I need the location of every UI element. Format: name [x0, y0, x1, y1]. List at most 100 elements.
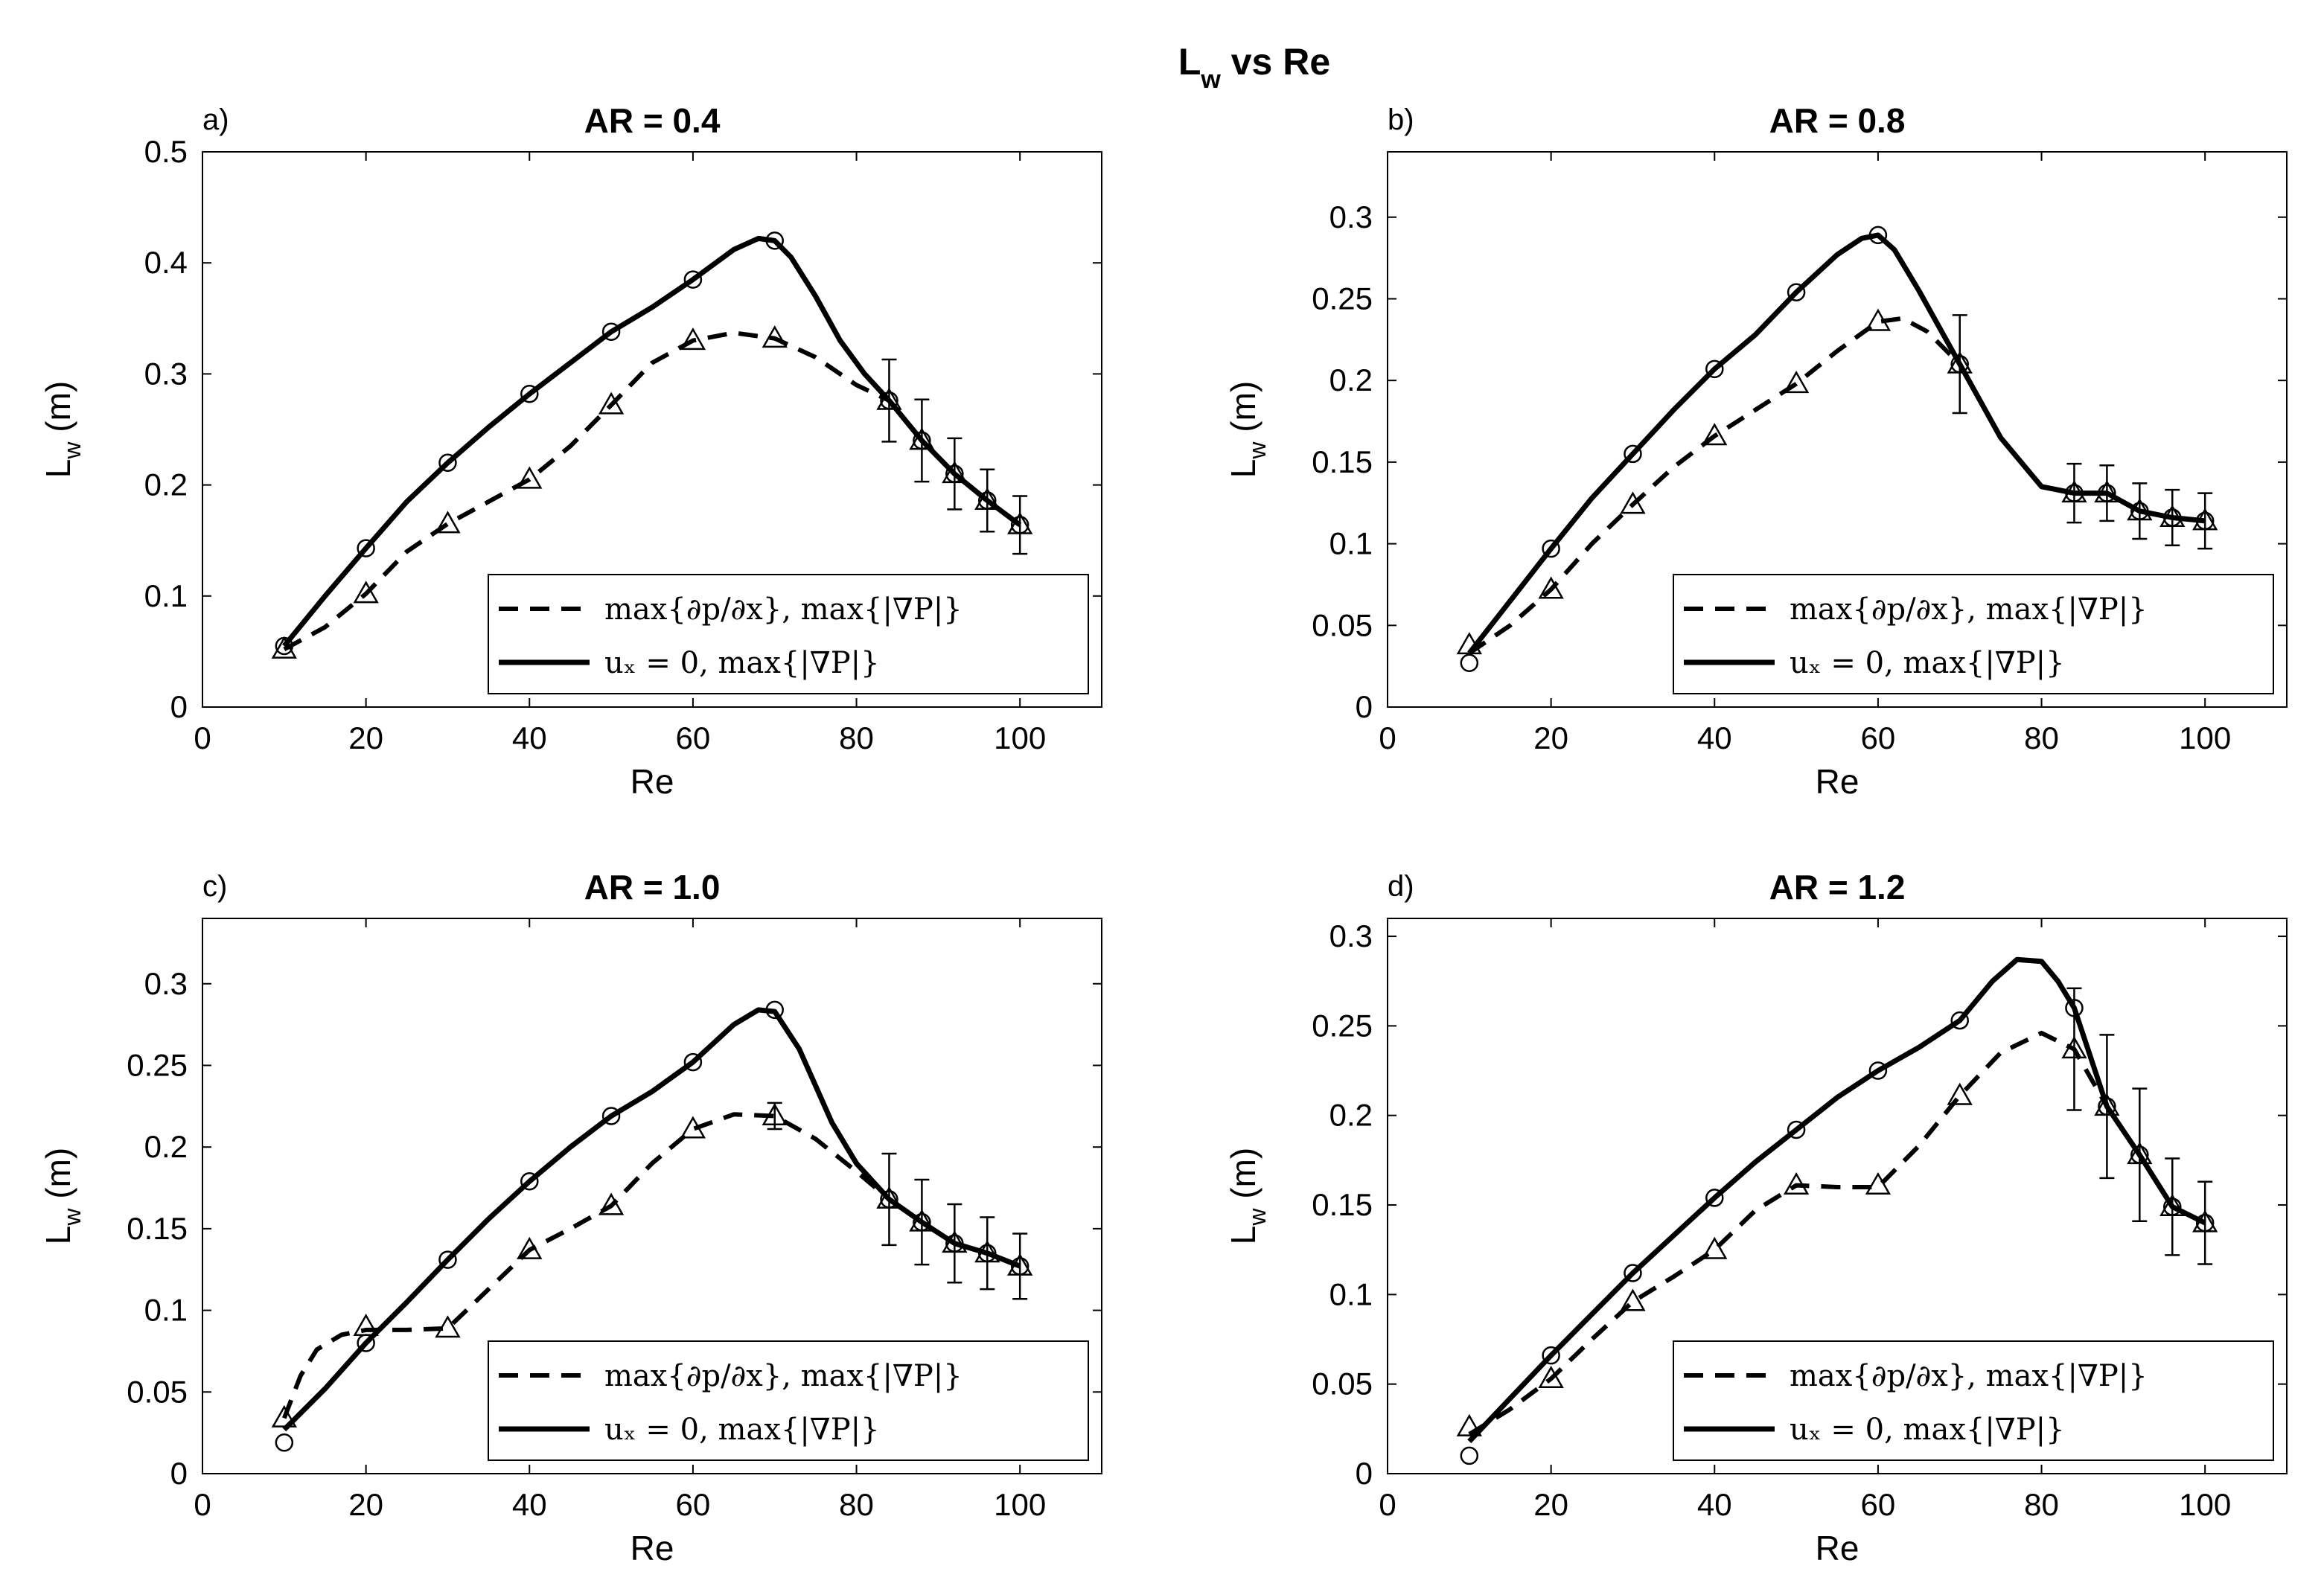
y-tick-label: 0.15 — [127, 1211, 188, 1246]
y-tick-label: 0.3 — [144, 966, 188, 1001]
legend-solid-label: uₓ = 0, max{|∇P|} — [1790, 1413, 2065, 1447]
x-tick-label: 20 — [1533, 1487, 1568, 1522]
y-tick-label: 0.1 — [144, 578, 188, 613]
plot-area — [1387, 151, 2288, 708]
legend-dashed-label: max{∂p/∂x}, max{|∇P|} — [604, 592, 963, 627]
circle-marker — [913, 431, 931, 450]
panel-letter: d) — [1388, 870, 1414, 903]
solid-series-line — [282, 1007, 1021, 1432]
circle-marker — [520, 385, 539, 403]
x-tick-label: 0 — [1379, 1487, 1396, 1522]
triangle-marker — [2061, 1036, 2087, 1059]
x-tick-label: 80 — [839, 1487, 874, 1522]
y-tick-label: 0 — [170, 689, 188, 724]
y-tick-label: 0.2 — [144, 467, 188, 502]
y-tick-label: 0.25 — [1312, 281, 1373, 316]
circle-marker — [1460, 1446, 1479, 1465]
y-axis-label: Lw (m) — [39, 381, 86, 478]
circle-marker — [2130, 1145, 2149, 1164]
plot-area — [202, 918, 1102, 1474]
circle-marker — [438, 1250, 457, 1269]
y-tick-label: 0 — [170, 1456, 188, 1491]
circle-marker — [275, 1433, 294, 1452]
dashed-series-line — [282, 1112, 1021, 1419]
circle-marker — [683, 270, 703, 289]
figure-title-main: L — [1178, 41, 1201, 83]
panel-title: AR = 0.4 — [584, 101, 721, 140]
panel-letter: b) — [1388, 103, 1414, 136]
x-tick-label: 100 — [994, 1487, 1046, 1522]
y-tick-label: 0.4 — [144, 245, 188, 280]
legend-solid-label: uₓ = 0, max{|∇P|} — [604, 646, 880, 680]
panel-1: 0 20 40 60 80 100 0 0.1 0.2 0.3 0.4 0.5 Re Lw (m) AR =… — [39, 101, 1102, 801]
x-tick-label: 0 — [1379, 720, 1396, 755]
plot-area — [1387, 918, 2288, 1474]
x-tick-label: 80 — [2024, 1487, 2059, 1522]
circle-marker — [2130, 502, 2149, 520]
y-tick-label: 0.05 — [127, 1374, 188, 1409]
circle-marker — [357, 539, 375, 557]
legend-dashed-label: max{∂p/∂x}, max{|∇P|} — [1790, 1359, 2148, 1393]
circle-marker — [275, 636, 294, 656]
circle-marker — [2098, 484, 2116, 502]
triangle-marker — [353, 581, 379, 604]
triangle-marker — [435, 1315, 461, 1338]
legend-solid-label: uₓ = 0, max{|∇P|} — [604, 1413, 880, 1447]
circle-marker — [601, 1107, 621, 1125]
panel-letter: a) — [202, 103, 229, 136]
y-axis-label-unit: (m) — [39, 1148, 77, 1209]
triangle-marker — [435, 511, 461, 534]
circle-marker — [1787, 283, 1806, 301]
x-tick-label: 60 — [1861, 720, 1896, 755]
figure-title: Lw vs Re — [1178, 41, 1330, 94]
y-axis-label-unit: (m) — [1224, 1148, 1262, 1209]
y-tick-label: 0.1 — [1329, 1276, 1373, 1311]
circle-marker — [945, 1234, 964, 1253]
x-tick-label: 20 — [1533, 720, 1568, 755]
circle-marker — [438, 453, 457, 473]
circle-marker — [1460, 653, 1479, 673]
y-tick-label: 0.5 — [144, 134, 188, 169]
x-tick-label: 40 — [1697, 720, 1732, 755]
circle-marker — [1787, 1120, 1806, 1139]
circle-marker — [1624, 1264, 1642, 1282]
legend-box — [1673, 574, 2274, 694]
triangle-marker — [1783, 1172, 1810, 1195]
panel-letter: c) — [202, 870, 227, 903]
x-tick-label: 40 — [512, 720, 547, 755]
circle-marker — [2098, 1097, 2116, 1116]
circle-marker — [520, 1172, 539, 1191]
triangle-marker — [598, 391, 625, 415]
circle-marker — [1624, 444, 1642, 464]
figure-title-rest: vs Re — [1221, 41, 1330, 83]
circle-marker — [945, 464, 964, 483]
y-axis-label: Lw (m) — [1224, 1148, 1271, 1244]
circle-marker — [2065, 999, 2084, 1017]
legend: max{∂p/∂x}, max{|∇P|} uₓ = 0, max{|∇P|} — [488, 574, 1089, 694]
triangle-marker — [1702, 1236, 1728, 1259]
circle-marker — [683, 1052, 703, 1072]
legend-box — [488, 574, 1089, 694]
triangle-marker — [680, 327, 706, 351]
circle-marker — [1950, 354, 1969, 374]
x-axis-label: Re — [1816, 1529, 1859, 1567]
circle-marker — [880, 391, 898, 410]
triangle-marker — [271, 636, 297, 659]
x-tick-label: 100 — [2179, 1487, 2231, 1522]
solid-series-line — [282, 235, 1022, 648]
panel-3: 0 20 40 60 80 100 0 0.05 0.1 0.15 0.2 0.25 0.3 Re Lw (… — [39, 868, 1102, 1567]
circle-marker — [1705, 1189, 1724, 1207]
triangle-marker — [1456, 632, 1482, 655]
y-tick-label: 0.1 — [1329, 526, 1373, 561]
circle-marker — [978, 1244, 997, 1263]
x-tick-label: 80 — [2024, 720, 2059, 755]
legend-box — [488, 1340, 1089, 1461]
triangle-marker — [1620, 1288, 1646, 1311]
triangle-marker — [271, 1404, 297, 1427]
y-tick-label: 0.15 — [1312, 444, 1373, 479]
y-tick-label: 0.2 — [1329, 362, 1373, 397]
y-tick-label: 0.3 — [144, 356, 188, 391]
circle-marker — [765, 1000, 784, 1020]
circle-marker — [880, 1190, 898, 1209]
y-axis-label-sub: w — [1244, 1208, 1271, 1227]
